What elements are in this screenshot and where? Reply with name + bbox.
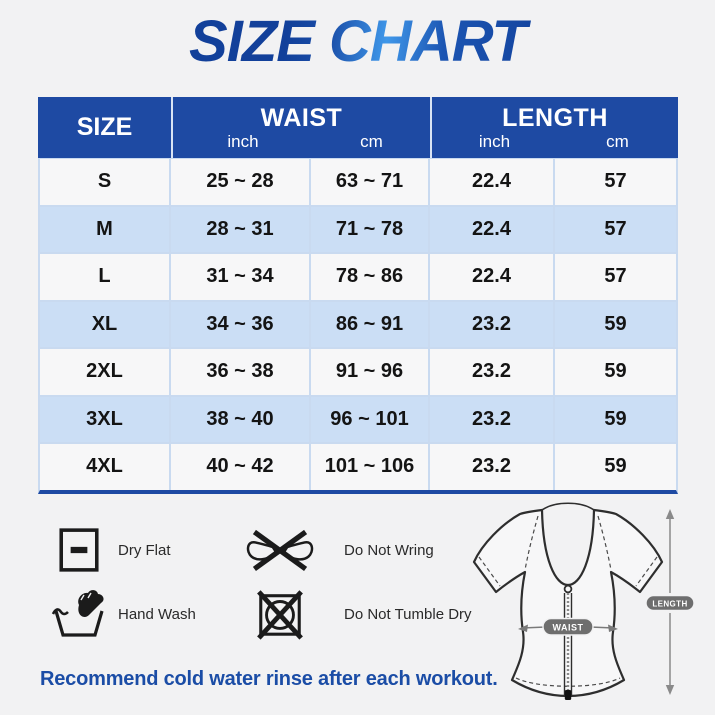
length-inch-cell: 23.2: [430, 396, 555, 442]
length-cm-cell: 59: [604, 312, 627, 335]
length-badge: [645, 594, 695, 612]
care-instructions: Dry Flat Do Not Wring Hand: [40, 518, 472, 646]
length-inch-cell: 22.4: [430, 206, 555, 252]
waist-cm-cell: 91 ~ 96: [311, 349, 430, 395]
garment-seam: [515, 677, 621, 687]
header-length-cm-label: cm: [606, 132, 629, 151]
zipper-ring: [563, 584, 573, 594]
length-inch-cell: 22.4: [430, 159, 555, 205]
waist-inch-cell: 28 ~ 31: [171, 206, 311, 252]
header-length-label: LENGTH: [502, 104, 608, 132]
waist-cm-cell: 96 ~ 101: [311, 396, 430, 442]
garment-back-neckline: [541, 502, 595, 511]
waist-cm-cell: 86 ~ 91: [311, 301, 430, 347]
waist-cm-cell: 78 ~ 86: [311, 254, 430, 300]
length-cm-cell: 57: [604, 265, 627, 288]
dry-flat-icon: [40, 527, 118, 573]
length-badge-label: LENGTH: [652, 600, 687, 609]
waist-inch-cell: 36 ~ 38: [171, 349, 311, 395]
garment-seam: [478, 556, 501, 587]
do-not-wring-icon: [234, 525, 326, 575]
header-waist-inch-label: inch: [227, 132, 259, 151]
length-inch-cell: 23.2: [430, 349, 555, 395]
length-inch-cell: 22.4: [430, 254, 555, 300]
waist-cm-cell: 101 ~ 106: [311, 444, 430, 490]
waist-cm-cell: 71 ~ 78: [311, 206, 430, 252]
length-inch-cell: 23.2: [430, 301, 555, 347]
table-row-3xl: 3XL 38 ~ 40 96 ~ 101 23.2 59: [40, 396, 676, 444]
zipper-pull: [564, 690, 572, 700]
header-length-units: inch cm: [432, 132, 678, 151]
table-row-xl: XL 34 ~ 36 86 ~ 91 23.2 59: [40, 301, 676, 349]
size-cell: 4XL: [40, 444, 171, 490]
waist-badge: [542, 617, 594, 636]
size-cell: 2XL: [40, 349, 171, 395]
garment-diagram: WAIST LENGTH: [472, 502, 695, 700]
size-cell: 3XL: [40, 396, 171, 442]
do-not-tumble-dry-icon: [234, 587, 326, 641]
header-waist-units: inch cm: [173, 132, 430, 151]
waist-badge-label: WAIST: [553, 623, 584, 633]
header-waist-group: WAIST inch cm: [171, 97, 430, 158]
table-row-4xl: 4XL 40 ~ 42 101 ~ 106 23.2 59: [40, 444, 676, 490]
waist-inch-cell: 31 ~ 34: [171, 254, 311, 300]
table-body: S 25 ~ 28 63 ~ 71 22.4 57 M 28 ~ 31 71 ~…: [38, 158, 678, 494]
hand-wash-icon: [40, 589, 118, 639]
care-label: Hand Wash: [118, 605, 196, 623]
size-table: SIZE WAIST inch cm LENGTH inch cm S 25: [38, 97, 678, 494]
size-cell: S: [40, 159, 171, 205]
table-row-2xl: 2XL 36 ~ 38 91 ~ 96 23.2 59: [40, 349, 676, 397]
length-cm-cell: 59: [604, 455, 627, 478]
length-cm-cell: 59: [604, 360, 627, 383]
header-size-column: SIZE: [38, 97, 171, 158]
page-title: SIZE CHART: [0, 8, 715, 75]
table-row-s: S 25 ~ 28 63 ~ 71 22.4 57: [40, 159, 676, 207]
length-measure: LENGTH: [645, 509, 695, 695]
header-length-inch-label: inch: [478, 132, 511, 151]
size-cell: XL: [40, 301, 171, 347]
care-note: Recommend cold water rinse after each wo…: [40, 668, 498, 690]
length-cm-cell: 57: [604, 217, 627, 240]
care-row-2: Hand Wash Do Not Tumble Dry: [40, 582, 472, 646]
care-label: Do Not Wring: [344, 541, 434, 559]
waist-inch-cell: 25 ~ 28: [171, 159, 311, 205]
header-waist-label: WAIST: [260, 104, 343, 132]
garment-seam: [524, 515, 539, 571]
garment-seam: [635, 556, 658, 587]
care-label: Do Not Tumble Dry: [344, 605, 472, 623]
length-cm-cell: 59: [604, 407, 627, 430]
table-header: SIZE WAIST inch cm LENGTH inch cm: [38, 97, 678, 158]
waist-cm-cell: 63 ~ 71: [311, 159, 430, 205]
waist-inch-cell: 40 ~ 42: [171, 444, 311, 490]
waist-measure: WAIST: [518, 617, 618, 636]
care-label: Dry Flat: [118, 541, 171, 559]
care-row-1: Dry Flat Do Not Wring: [40, 518, 472, 582]
length-cm-cell: 57: [604, 170, 627, 193]
waist-inch-cell: 34 ~ 36: [171, 301, 311, 347]
header-size-label: SIZE: [76, 113, 133, 141]
length-inch-cell: 23.2: [430, 444, 555, 490]
header-waist-cm-label: cm: [360, 132, 383, 151]
table-row-l: L 31 ~ 34 78 ~ 86 22.4 57: [40, 254, 676, 302]
size-cell: L: [40, 254, 171, 300]
size-cell: M: [40, 206, 171, 252]
waist-inch-cell: 38 ~ 40: [171, 396, 311, 442]
garment-seam: [597, 515, 612, 571]
header-length-group: LENGTH inch cm: [430, 97, 678, 158]
table-row-m: M 28 ~ 31 71 ~ 78 22.4 57: [40, 206, 676, 254]
